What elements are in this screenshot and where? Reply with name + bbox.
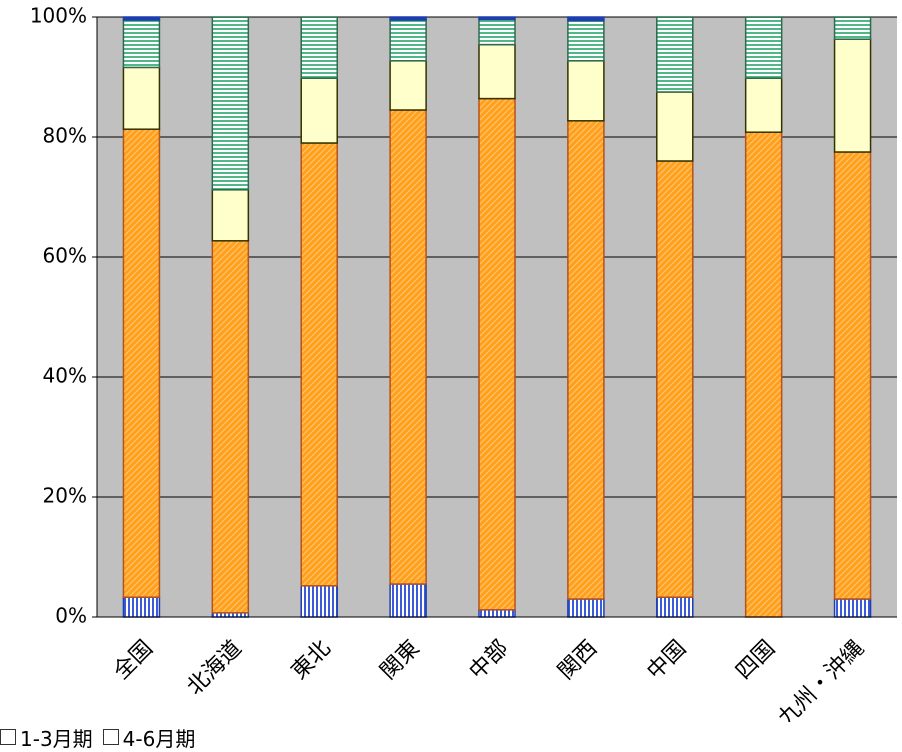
bar-segment — [211, 240, 250, 614]
bar-segment — [389, 109, 427, 585]
bar-segment — [567, 60, 605, 122]
bar-segment — [389, 16, 427, 21]
y-tick-label: 0% — [55, 604, 87, 628]
bar-segment — [833, 16, 872, 40]
bar-segment — [478, 18, 516, 46]
bar-segment — [122, 16, 161, 21]
x-category-label: 中部 — [465, 636, 514, 685]
bars — [122, 16, 872, 618]
bar-segment — [300, 77, 338, 144]
bar-segment — [567, 120, 605, 600]
bar-segment — [744, 16, 783, 79]
bar-segment — [478, 43, 516, 100]
legend-item-2: 4-6月期 — [102, 723, 196, 752]
bar-segment — [478, 609, 516, 618]
bar-segment — [122, 596, 161, 618]
legend-label-2: 4-6月期 — [122, 726, 196, 751]
bar-segment — [300, 142, 338, 587]
legend: 1-3月期 4-6月期 — [0, 722, 205, 752]
bar-segment — [656, 16, 694, 93]
x-category-label: 北海道 — [182, 636, 246, 700]
bar-segment — [300, 16, 338, 79]
legend-swatch-2 — [102, 729, 119, 745]
x-category-label: 関東 — [376, 636, 425, 685]
bar-segment — [567, 16, 605, 22]
legend-swatch-1 — [0, 729, 16, 745]
bar-segment — [389, 60, 427, 111]
bar-segment — [211, 189, 250, 242]
legend-label-1: 1-3月期 — [20, 726, 93, 751]
bar-segment — [744, 131, 783, 618]
y-tick-label: 100% — [30, 4, 87, 28]
bar-segment — [656, 91, 694, 162]
x-category-label: 東北 — [287, 636, 336, 685]
bar-segment — [300, 585, 338, 618]
x-category-label: 関西 — [554, 636, 603, 685]
bar-segment — [389, 583, 427, 618]
bar-segment — [389, 19, 427, 62]
bar-segment — [122, 128, 161, 598]
y-tick-label: 80% — [43, 124, 87, 148]
bar-segment — [478, 97, 516, 611]
bar-segment — [833, 38, 872, 153]
bar-segment — [656, 160, 694, 598]
x-category-label: 四国 — [731, 636, 780, 685]
bar-segment — [122, 19, 161, 69]
y-tick-label: 20% — [43, 484, 87, 508]
bar-segment — [656, 596, 694, 618]
y-tick-label: 60% — [43, 244, 87, 268]
legend-item-1: 1-3月期 — [0, 723, 93, 752]
x-category-label: 全国 — [109, 636, 158, 685]
bar-segment — [478, 16, 516, 21]
bar-segment — [833, 151, 872, 600]
bar-segment — [567, 598, 605, 618]
bar-segment — [833, 598, 872, 618]
bar-segment — [744, 77, 783, 133]
y-tick-label: 40% — [43, 364, 87, 388]
x-category-label: 九州・沖縄 — [774, 636, 869, 722]
x-category-label: 中国 — [642, 636, 691, 685]
bar-segment — [211, 16, 250, 191]
bar-segment — [567, 19, 605, 62]
bar-segment — [122, 66, 161, 130]
